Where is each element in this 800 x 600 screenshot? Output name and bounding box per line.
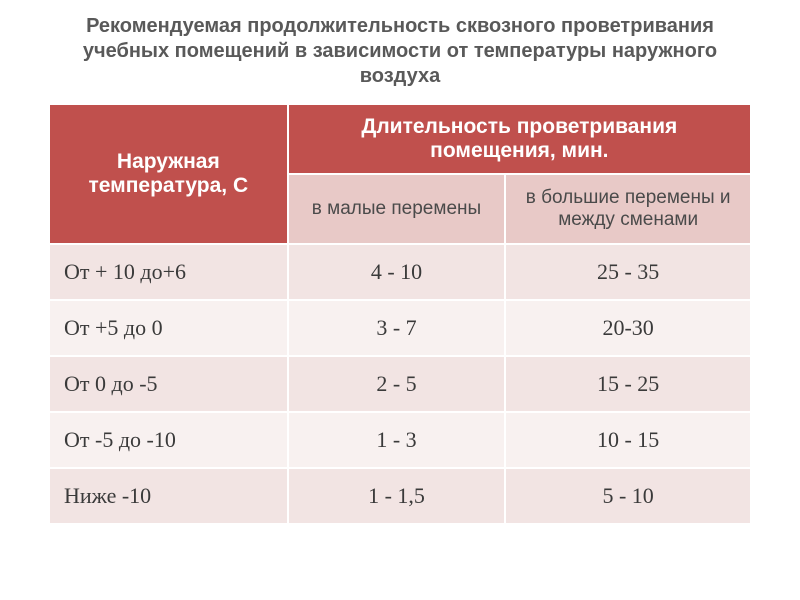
cell-big: 20-30 (505, 300, 751, 356)
slide-title: Рекомендуемая продолжительность сквозног… (48, 14, 752, 89)
table-row: От 0 до -5 2 - 5 15 - 25 (49, 356, 751, 412)
cell-temp: От +5 до 0 (49, 300, 288, 356)
cell-small: 1 - 1,5 (288, 468, 506, 524)
cell-small: 3 - 7 (288, 300, 506, 356)
table-row: От +5 до 0 3 - 7 20-30 (49, 300, 751, 356)
ventilation-table: Наружная температура, С Длительность про… (48, 103, 752, 525)
cell-small: 1 - 3 (288, 412, 506, 468)
th-duration: Длительность проветривания помещения, ми… (288, 104, 751, 174)
cell-big: 25 - 35 (505, 244, 751, 300)
cell-small: 2 - 5 (288, 356, 506, 412)
th-temperature: Наружная температура, С (49, 104, 288, 244)
th-small-breaks: в малые перемены (288, 174, 506, 244)
cell-small: 4 - 10 (288, 244, 506, 300)
table-row: От + 10 до+6 4 - 10 25 - 35 (49, 244, 751, 300)
slide: Рекомендуемая продолжительность сквозног… (0, 0, 800, 600)
cell-temp: От -5 до -10 (49, 412, 288, 468)
table-row: От -5 до -10 1 - 3 10 - 15 (49, 412, 751, 468)
cell-temp: От 0 до -5 (49, 356, 288, 412)
cell-temp: От + 10 до+6 (49, 244, 288, 300)
cell-temp: Ниже -10 (49, 468, 288, 524)
cell-big: 15 - 25 (505, 356, 751, 412)
th-big-breaks: в большие перемены и между сменами (505, 174, 751, 244)
cell-big: 5 - 10 (505, 468, 751, 524)
table-row: Ниже -10 1 - 1,5 5 - 10 (49, 468, 751, 524)
cell-big: 10 - 15 (505, 412, 751, 468)
